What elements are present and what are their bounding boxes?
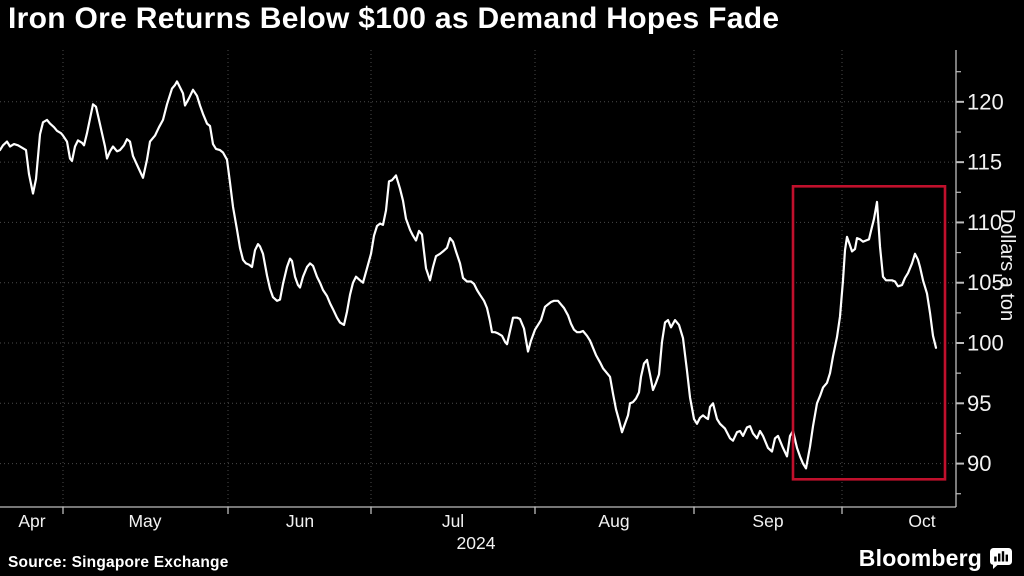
y-tick-label: 95 bbox=[967, 391, 991, 416]
year-label: 2024 bbox=[457, 533, 496, 553]
month-label: Aug bbox=[598, 511, 629, 531]
y-tick-label: 115 bbox=[967, 150, 1002, 175]
bloomberg-wordmark: Bloomberg bbox=[858, 545, 982, 571]
y-tick-label: 90 bbox=[967, 451, 991, 476]
y-tick-label: 120 bbox=[967, 89, 1004, 114]
y-axis-title: Dollars a ton bbox=[996, 209, 1018, 321]
bloomberg-chart-bubble-icon bbox=[990, 548, 1012, 569]
chart-title: Iron Ore Returns Below $100 as Demand Ho… bbox=[8, 2, 780, 35]
source-credit: Source: Singapore Exchange bbox=[8, 554, 229, 571]
month-label: May bbox=[128, 511, 161, 531]
y-tick-label: 110 bbox=[967, 210, 1002, 235]
annotations bbox=[791, 185, 947, 481]
gridlines bbox=[0, 50, 956, 507]
y-tick-label: 105 bbox=[967, 270, 1004, 295]
axes bbox=[0, 50, 964, 514]
axis-labels: 90 95 100 105 110 115 120 Apr May Jun Jul Aug Sep Oct… bbox=[18, 89, 1003, 553]
price-line-layer bbox=[0, 80, 938, 470]
y-tick-label: 100 bbox=[967, 331, 1004, 356]
month-label: Jun bbox=[286, 511, 314, 531]
month-label: Jul bbox=[442, 511, 464, 531]
month-label: Sep bbox=[752, 511, 783, 531]
highlight-box bbox=[791, 185, 947, 481]
month-label: Oct bbox=[908, 511, 935, 531]
price-line bbox=[0, 80, 938, 470]
month-label: Apr bbox=[18, 511, 45, 531]
bloomberg-brand: Bloomberg bbox=[859, 545, 1012, 572]
